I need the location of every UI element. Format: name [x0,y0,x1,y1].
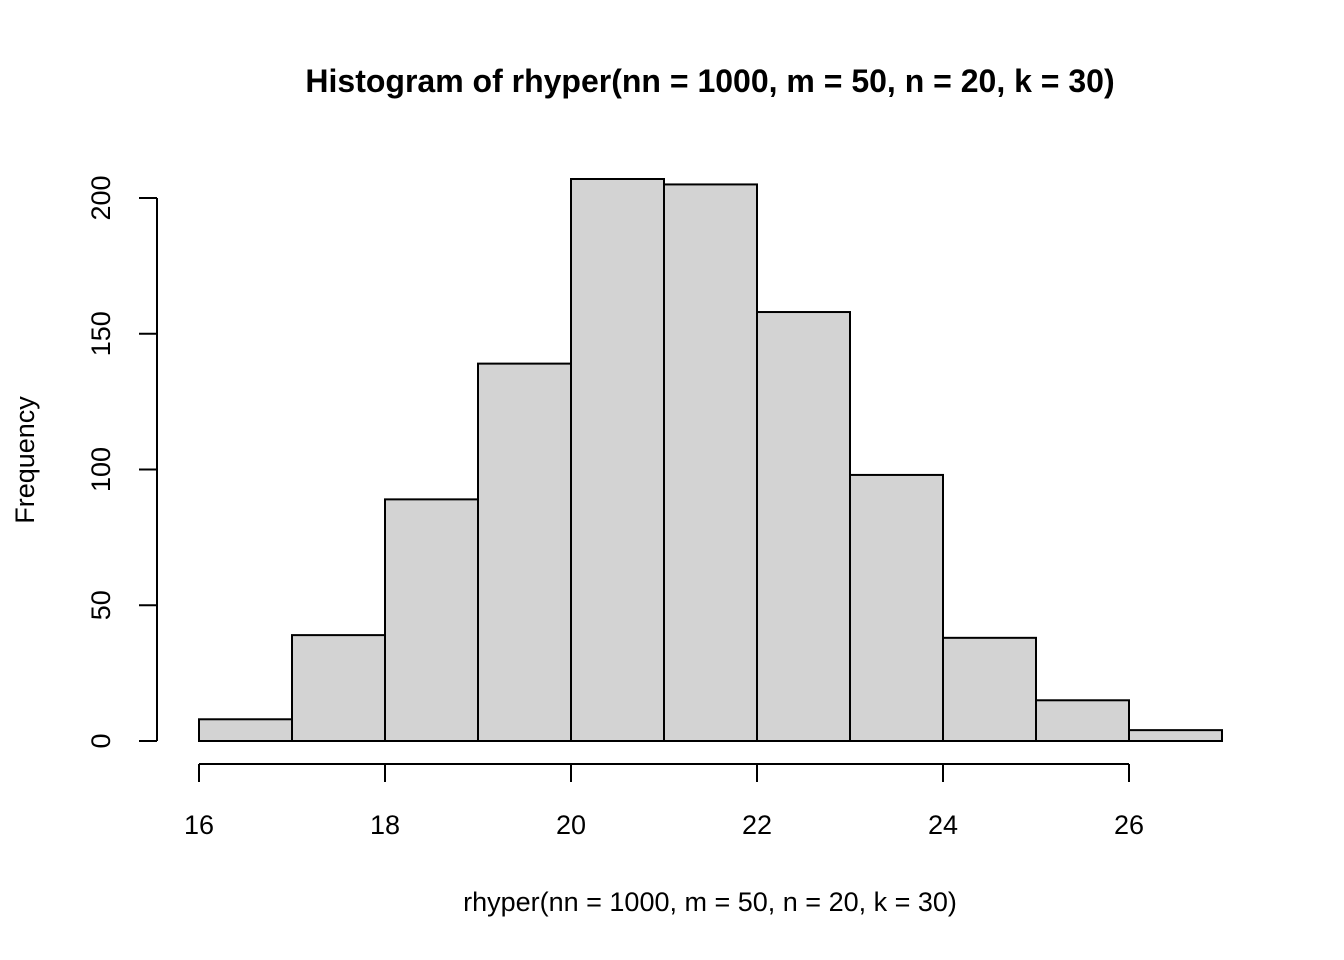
histogram-bar-17-18 [291,634,386,743]
y-axis: 0 50 100 150 200 [86,175,158,749]
x-tick-label-22: 22 [742,810,772,840]
bars-group [198,178,1223,743]
x-axis: 16 18 20 22 24 26 [184,763,1144,840]
y-tick-label-150: 150 [86,311,116,356]
x-tick-label-18: 18 [370,810,400,840]
histogram-bar-26-27 [1128,729,1223,742]
histogram-bar-23-24 [849,473,944,742]
y-tick-label-200: 200 [86,175,116,220]
histogram-bar-16-17 [198,718,293,743]
x-tick-label-24: 24 [928,810,958,840]
histogram-bar-22-23 [756,311,851,742]
y-tick-label-100: 100 [86,447,116,492]
histogram-bar-24-25 [942,636,1037,743]
histogram-bar-20-21 [570,178,665,742]
y-tick-label-0: 0 [86,733,116,748]
y-axis-label: Frequency [10,396,40,524]
histogram-bar-25-26 [1035,699,1130,743]
histogram-bar-19-20 [477,362,572,742]
x-tick-label-16: 16 [184,810,214,840]
y-tick-label-50: 50 [86,590,116,620]
x-tick-label-26: 26 [1114,810,1144,840]
histogram-bar-18-19 [384,498,479,742]
histogram-bar-21-22 [663,183,758,743]
x-tick-label-20: 20 [556,810,586,840]
chart-title: Histogram of rhyper(nn = 1000, m = 50, n… [305,63,1114,99]
x-axis-label: rhyper(nn = 1000, m = 50, n = 20, k = 30… [463,887,957,917]
